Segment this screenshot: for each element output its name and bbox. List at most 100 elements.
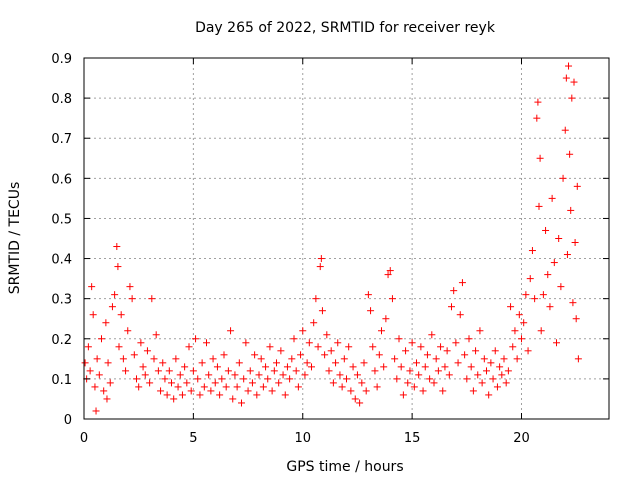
data-point [353,371,361,379]
data-point [224,367,232,375]
data-point [384,271,392,279]
data-point [395,335,403,343]
data-point [176,371,184,379]
data-point [211,379,219,387]
data-point [89,311,97,319]
data-point [537,327,545,335]
data-point [434,367,442,375]
data-point [98,335,105,343]
data-point [135,383,143,391]
data-point [111,291,119,299]
data-point [467,363,475,371]
data-point [183,379,191,387]
data-point [544,271,552,279]
data-point [323,331,331,339]
data-point [102,319,110,327]
data-point [542,226,550,234]
data-point [533,114,541,122]
data-point [513,355,521,363]
data-point [404,379,412,387]
data-point [316,263,324,271]
data-point [270,367,278,375]
data-points [81,62,582,415]
data-point [133,375,140,383]
data-point [119,355,127,363]
data-point [421,363,429,371]
y-tick-label: 0.2 [51,333,72,348]
data-point [301,371,309,379]
data-point [264,375,272,383]
data-point [382,315,390,323]
data-point [562,74,570,82]
data-point [141,371,149,379]
data-point [522,291,530,299]
data-point [565,62,573,70]
data-point [95,371,103,379]
data-point [198,359,206,367]
y-tick-label: 0.8 [51,92,72,107]
data-point [220,351,228,359]
data-point [493,383,501,391]
data-point [181,363,189,371]
data-point [448,303,455,311]
data-point [485,391,493,399]
data-point [572,315,580,323]
data-point [81,359,89,367]
data-point [277,347,285,355]
data-point [124,327,132,335]
data-point [463,375,471,383]
data-point [93,355,101,363]
data-point [419,387,427,395]
data-point [410,383,418,391]
data-point [534,98,542,106]
data-point [399,391,407,399]
data-point [367,307,375,315]
data-point [244,387,252,395]
data-point [148,295,156,303]
data-point [297,351,305,359]
data-point [474,371,482,379]
data-point [546,303,554,311]
data-point [393,375,401,383]
data-point [570,78,578,86]
data-point [417,343,425,351]
data-point [573,182,581,190]
data-point [187,387,195,395]
data-point [437,343,445,351]
data-point [430,379,438,387]
data-point [441,363,449,371]
y-tick-label: 0.4 [51,253,72,268]
data-point [150,355,158,363]
data-point [504,367,512,375]
x-tick-label: 0 [80,431,88,446]
data-point [196,391,204,399]
data-point [526,275,534,283]
data-point [114,263,122,271]
data-point [571,239,579,247]
data-point [536,154,544,162]
data-point [86,367,94,375]
data-point [189,367,197,375]
data-point [115,343,123,351]
data-point [509,343,517,351]
data-point [450,287,458,295]
data-point [338,383,346,391]
data-point [535,202,543,210]
data-point [308,363,315,371]
data-point [216,391,224,399]
y-tick-label: 0.6 [51,172,72,187]
data-point [336,371,344,379]
data-point [165,367,173,375]
data-point [456,311,464,319]
data-point [209,355,217,363]
x-tick-label: 15 [404,431,421,446]
data-point [310,319,318,327]
y-tick-label: 0.3 [51,293,72,308]
data-point [218,375,226,383]
data-point [524,347,532,355]
data-point [520,319,528,327]
data-point [559,174,567,182]
data-point [281,391,289,399]
axis-ticks: 0 0.1 0.2 0.3 0.4 0.5 0.6 0.7 0.8 0.9 0 5 10 15 20 [51,52,609,446]
data-point [332,359,340,367]
